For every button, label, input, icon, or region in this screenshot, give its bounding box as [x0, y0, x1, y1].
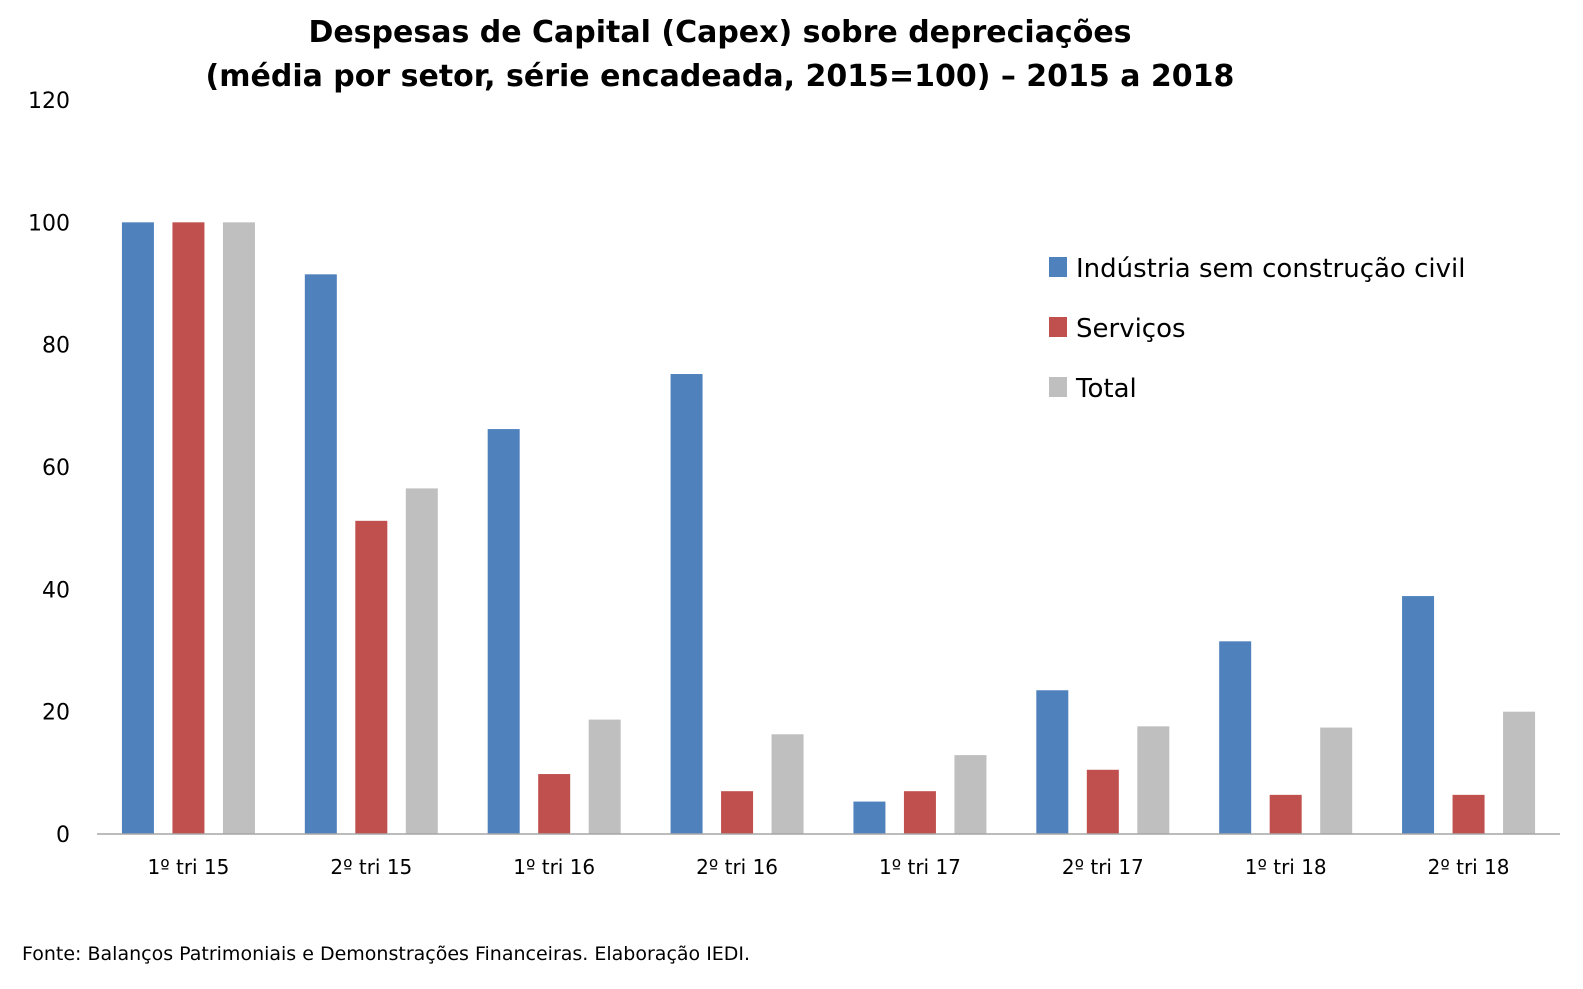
bar-servicos-6	[1086, 769, 1119, 834]
x-category-label: 2º tri 15	[330, 855, 412, 879]
x-category-label: 2º tri 18	[1428, 855, 1510, 879]
bar-industria-1	[121, 222, 154, 835]
x-axis-labels: 1º tri 15 2º tri 15 1º tri 16 2º tri 16 1º t…	[147, 855, 1509, 879]
bar-total-2	[405, 488, 438, 834]
y-tick-label: 100	[28, 211, 70, 236]
legend-swatch	[1049, 317, 1067, 337]
bars-group	[121, 222, 1536, 835]
source-note: Fonte: Balanços Patrimoniais e Demonstra…	[22, 943, 750, 965]
x-category-label: 1º tri 18	[1245, 855, 1327, 879]
bar-total-1	[222, 222, 255, 835]
bar-servicos-3	[538, 774, 571, 834]
bar-servicos-5	[903, 791, 936, 834]
y-tick-label: 40	[42, 578, 70, 603]
bar-total-8	[1503, 711, 1536, 834]
chart-subtitle: (média por setor, série encadeada, 2015=…	[206, 59, 1235, 94]
bar-total-7	[1320, 727, 1353, 834]
bar-total-5	[954, 755, 987, 834]
y-tick-label: 60	[42, 456, 70, 481]
x-category-label: 2º tri 17	[1062, 855, 1144, 879]
x-category-label: 2º tri 16	[696, 855, 778, 879]
bar-servicos-8	[1452, 794, 1485, 834]
bar-total-3	[588, 719, 621, 834]
bar-servicos-1	[172, 222, 205, 835]
x-category-label: 1º tri 15	[147, 855, 229, 879]
legend-label: Serviços	[1076, 314, 1186, 344]
bar-industria-8	[1402, 596, 1435, 834]
chart-title: Despesas de Capital (Capex) sobre deprec…	[308, 15, 1131, 50]
legend: Indústria sem construção civil Serviços To…	[1049, 254, 1465, 404]
legend-swatch	[1049, 377, 1067, 397]
bar-servicos-7	[1269, 794, 1302, 834]
x-category-label: 1º tri 16	[513, 855, 595, 879]
legend-swatch	[1049, 257, 1067, 277]
bar-servicos-4	[721, 791, 754, 834]
legend-label: Total	[1075, 374, 1137, 404]
bar-industria-5	[853, 801, 886, 834]
bar-servicos-2	[355, 520, 388, 834]
bar-industria-7	[1219, 641, 1252, 834]
y-tick-label: 120	[28, 89, 70, 114]
y-tick-label: 20	[42, 701, 70, 726]
bar-industria-3	[487, 429, 520, 834]
bar-total-4	[771, 734, 804, 834]
y-tick-label: 80	[42, 334, 70, 359]
y-tick-label: 0	[56, 823, 70, 848]
legend-label: Indústria sem construção civil	[1076, 254, 1465, 284]
bar-industria-6	[1036, 690, 1069, 834]
bar-industria-4	[670, 374, 703, 834]
y-axis: 0 20 40 60 80 100 120	[28, 89, 70, 848]
bar-total-6	[1137, 726, 1170, 834]
bar-industria-2	[304, 274, 337, 834]
x-category-label: 1º tri 17	[879, 855, 961, 879]
